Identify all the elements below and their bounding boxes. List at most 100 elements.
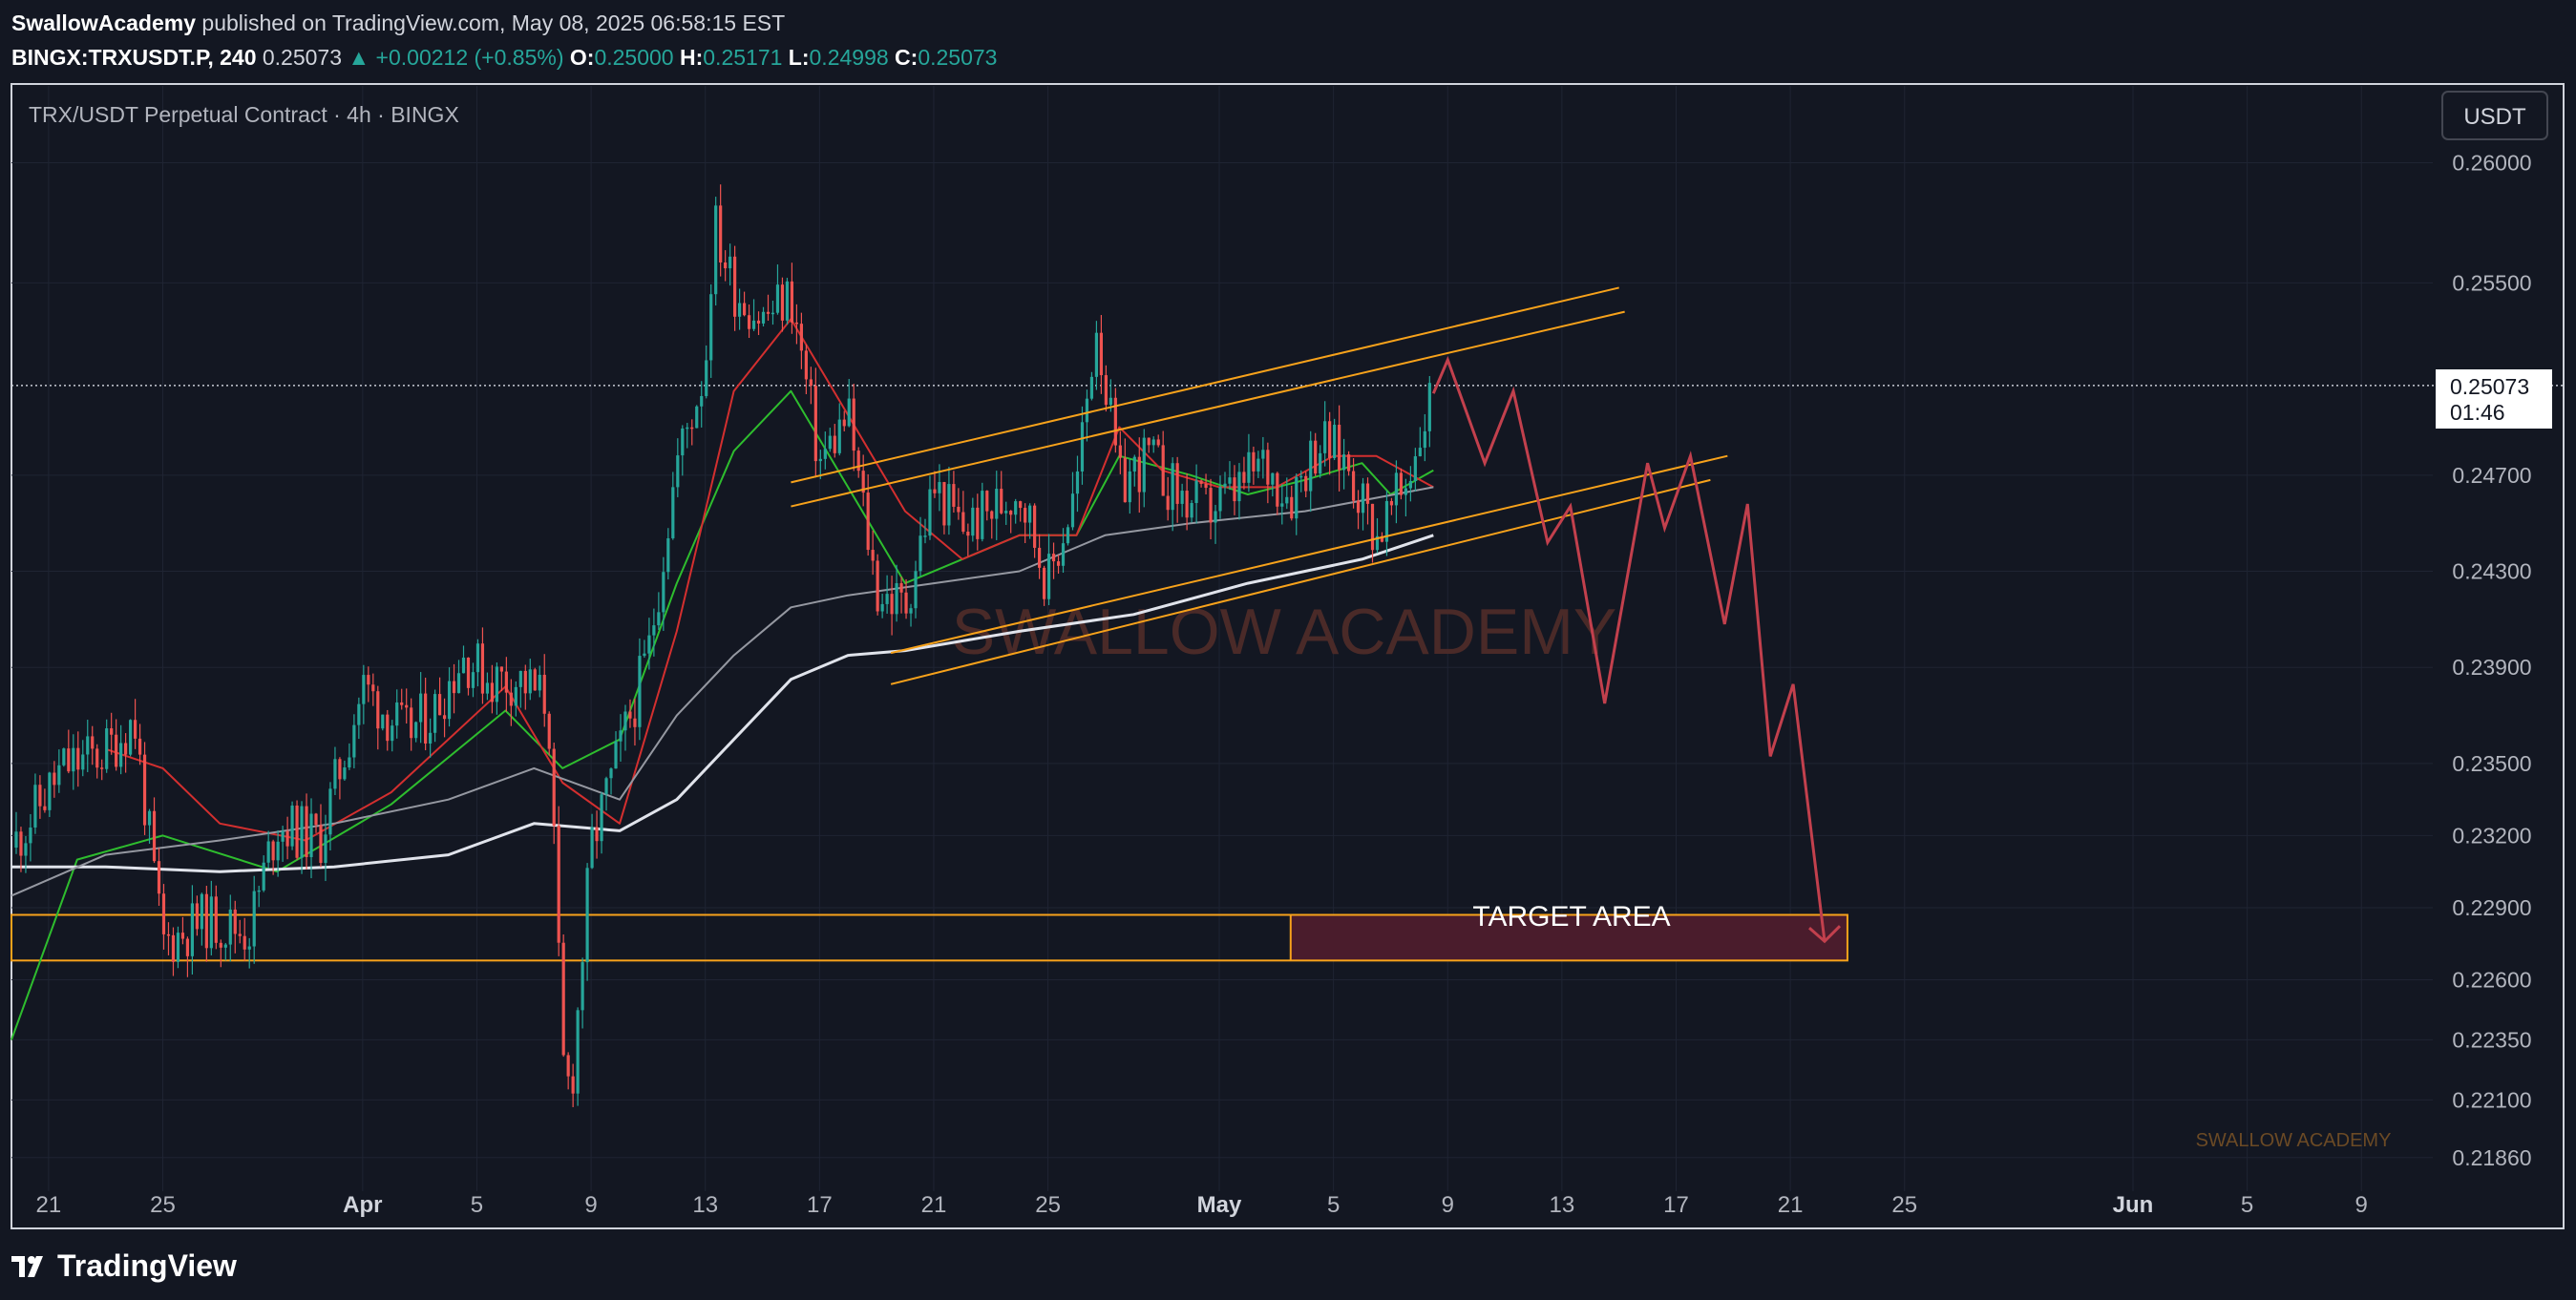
- candle-body: [115, 734, 118, 767]
- candle-body: [742, 303, 747, 316]
- candle-body: [53, 772, 56, 786]
- candle-body: [633, 718, 637, 727]
- candle-body: [14, 831, 18, 849]
- candle-body: [100, 767, 104, 769]
- candle-body: [542, 674, 546, 714]
- candle-body: [72, 747, 75, 772]
- watermark: SWALLOW ACADEMY: [952, 596, 1617, 668]
- candle-body: [1161, 445, 1165, 496]
- candle-body: [938, 482, 941, 493]
- candle-body: [1194, 480, 1198, 504]
- publisher-name[interactable]: SwallowAcademy: [11, 10, 197, 35]
- tradingview-brand: TradingView: [57, 1248, 237, 1283]
- candle-body: [899, 583, 903, 593]
- candle-body: [1314, 440, 1318, 474]
- candle-body: [690, 427, 694, 430]
- target-area[interactable]: [11, 913, 1848, 962]
- candle-body: [29, 827, 32, 844]
- candle-body: [724, 262, 728, 269]
- candle-body: [485, 682, 490, 694]
- candle-body: [1427, 383, 1431, 431]
- currency-button[interactable]: USDT: [2441, 91, 2548, 140]
- candle-body: [961, 512, 965, 532]
- candle-body: [62, 748, 66, 765]
- candle-body: [686, 427, 689, 430]
- channel-upper-line: [791, 310, 1625, 508]
- candle-body: [1351, 471, 1356, 501]
- candle-body: [67, 748, 71, 772]
- candle-body: [700, 395, 704, 407]
- candle-body: [442, 715, 447, 720]
- candle-body: [785, 281, 790, 321]
- close-value: 0.25073: [918, 45, 998, 70]
- candle-body: [509, 692, 513, 706]
- time-axis[interactable]: 21 25 Apr 5 9 13 17 21 25 May 5 9 13 17 21 25 Jun 5 9: [36, 1192, 2368, 1218]
- open-label: O:: [569, 45, 595, 70]
- candle-body: [381, 714, 385, 729]
- candle-body: [1190, 503, 1193, 518]
- moving-average-green: [11, 389, 1434, 1040]
- time-tick-label: 17: [807, 1192, 833, 1218]
- candle-body: [1413, 456, 1417, 481]
- candle-body: [243, 935, 246, 950]
- candle-body: [714, 205, 718, 295]
- candle-body: [1233, 477, 1236, 502]
- candle-body: [1404, 488, 1407, 495]
- candle-body: [1247, 451, 1251, 483]
- candle-body: [410, 707, 413, 739]
- candle-body: [1237, 472, 1241, 502]
- time-tick-label: 21: [1778, 1192, 1804, 1218]
- candle-body: [756, 320, 761, 324]
- candle-body: [419, 693, 423, 723]
- candle-body: [581, 962, 584, 1011]
- candle-body: [780, 284, 785, 321]
- projection-path[interactable]: [1431, 355, 1842, 944]
- high-value: 0.25171: [703, 45, 783, 70]
- candle-body: [1214, 511, 1217, 523]
- candle-body: [295, 805, 299, 858]
- candle-body: [152, 810, 157, 862]
- candle-body: [890, 594, 894, 615]
- candle-body: [590, 827, 594, 869]
- ascending-channel[interactable]: [791, 286, 1728, 685]
- candle-body: [737, 303, 742, 317]
- candle-body: [600, 794, 603, 842]
- time-tick-label: 25: [150, 1192, 176, 1218]
- candle-body: [1042, 567, 1046, 599]
- candle-body: [461, 657, 466, 674]
- candle-body: [547, 713, 551, 749]
- candle-body: [490, 682, 495, 702]
- candle-body: [880, 603, 884, 612]
- candle-body: [1051, 554, 1056, 562]
- candle-body: [538, 674, 541, 691]
- candle-body: [348, 757, 351, 768]
- candle-body: [771, 312, 775, 315]
- time-tick-label: 21: [36, 1192, 62, 1218]
- candle-body: [204, 893, 208, 949]
- candle-body: [233, 909, 237, 934]
- candle-body: [747, 315, 751, 329]
- candle-body: [1384, 500, 1389, 542]
- candle-body: [180, 933, 185, 939]
- candle-body: [876, 560, 879, 612]
- candle-body: [1252, 451, 1256, 472]
- candle-body: [1151, 439, 1155, 446]
- price-tick-label: 0.23500: [2452, 751, 2531, 776]
- candle-body: [357, 703, 361, 725]
- candle-body: [557, 826, 560, 943]
- price-axis[interactable]: 0.26000 0.25500 0.24700 0.24300 0.23900 0.235…: [2452, 151, 2531, 1170]
- price-tick-label: 0.25500: [2452, 270, 2531, 295]
- candle-body: [376, 691, 380, 729]
- candle-body: [124, 743, 128, 755]
- candle-body: [1085, 398, 1089, 423]
- last-price: 0.25073: [262, 45, 343, 70]
- candle-body: [1147, 437, 1151, 446]
- candle-body: [861, 471, 865, 493]
- tradingview-logo[interactable]: TradingView: [11, 1248, 237, 1284]
- candle-body: [24, 843, 28, 856]
- candle-body: [324, 834, 327, 864]
- candle-body: [119, 743, 123, 767]
- candle-body: [628, 711, 632, 719]
- candle-body: [818, 458, 822, 462]
